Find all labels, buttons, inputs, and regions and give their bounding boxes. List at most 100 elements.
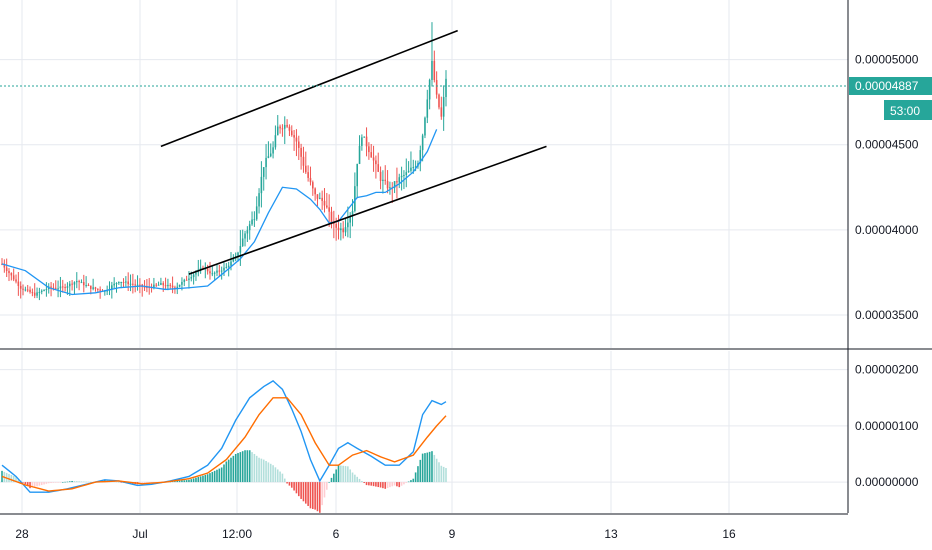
macd-histogram-bar [40,482,43,486]
macd-histogram-bar [347,466,349,483]
candle-body [363,136,366,138]
candle-body [442,97,445,117]
macd-histogram-bar [225,461,228,483]
candle-body [335,223,337,228]
candle-body [400,175,403,178]
candle-body [281,128,284,130]
candle-body [71,283,73,285]
macd-histogram-bar [442,466,445,483]
macd-histogram-bar [260,458,263,483]
macd-histogram-bar [419,459,422,483]
candle-body [365,136,368,147]
candle-body [398,177,401,183]
time-tick-label: 6 [333,527,340,541]
candle-body [85,285,87,287]
candle-body [340,228,342,231]
macd-histogram-bar [68,481,71,483]
macd-histogram-bar [382,482,384,489]
time-tick-label: Jul [132,527,147,541]
candle-body [290,130,293,136]
macd-histogram-bar [255,455,258,483]
macd-tick-label: 0.00000000 [855,475,919,489]
macd-histogram-bar [143,482,146,484]
candle-body [111,285,113,290]
macd-histogram-bar [391,482,394,487]
candle-body [232,258,235,262]
macd-histogram-bar [295,482,298,494]
candle-body [12,275,15,280]
candle-body [368,146,370,153]
macd-histogram-bar [300,482,302,499]
candle-body [120,282,122,284]
macd-histogram-bar [400,482,403,486]
macd-histogram-bar [185,480,188,483]
macd-histogram-bar [206,474,209,483]
macd-histogram-bar [246,450,249,483]
macd-histogram-bar [223,464,225,483]
macd-histogram-bar [389,482,391,488]
macd-histogram-bar [26,482,29,487]
macd-histogram-bar [253,453,256,483]
macd-histogram-bar [22,482,24,483]
macd-histogram-bar [192,478,195,483]
candle-body [122,282,125,284]
candle-body [438,94,440,108]
macd-histogram-bar [90,481,92,483]
candle-body [211,273,214,275]
macd-histogram-bar [209,473,211,483]
macd-histogram-bar [435,458,438,483]
macd-histogram-bar [75,481,78,483]
candle-body [328,207,330,212]
time-tick-label: 28 [15,527,29,541]
candle-body [31,292,34,294]
candle-body [155,284,158,286]
macd-histogram-bar [12,475,15,483]
candles [1,22,447,301]
candle-body [118,282,120,284]
macd-histogram-bar [211,471,214,483]
macd-histogram-bar [370,482,373,486]
macd-histogram-bar [328,482,330,483]
candle-body [129,283,132,285]
candle-body [274,135,277,148]
candle-body [405,172,408,175]
macd-histogram-bar [66,481,69,483]
candle-body [127,281,129,285]
macd-histogram-bar [239,452,242,483]
candle-body [19,285,22,289]
macd-histogram-bar [340,465,342,483]
macd-histogram-bar [309,482,312,509]
candle-body [26,289,29,291]
macd-histogram-bar [45,482,48,484]
macd-histogram-bar [52,482,55,483]
candle-body [3,263,6,268]
candle-body [237,252,239,257]
macd-histogram-bar [293,482,295,491]
candle-body [73,282,76,285]
macd-histogram-bar [237,453,239,483]
candle-body [253,219,256,221]
macd-histogram-bar [54,482,57,483]
macd-grid [0,351,848,513]
macd-histogram-bar [440,465,443,483]
price-grid [0,0,848,348]
candle-body [167,284,169,287]
last-price-badge: 0.00004887 [849,77,932,95]
macd-histogram-bar [10,474,13,483]
candle-body [78,281,80,283]
price-axis-labels: 0.00003500 0.00004000 0.00004500 0.00005000 [855,53,919,322]
candle-body [17,281,20,286]
price-tick-label: 0.00003500 [855,308,919,322]
macd-histogram-bar [403,482,405,485]
candle-body [272,147,274,154]
macd-histogram-bar [351,472,354,483]
macd-histogram-bar [85,481,87,483]
macd-histogram-bar [333,473,335,483]
macd-histogram-bar [421,453,424,483]
candle-body [279,126,281,129]
macd-histogram-bar [258,457,260,483]
price-tick-label: 0.00004000 [855,223,919,237]
candle-body [230,261,232,266]
macd-histogram-bar [174,481,176,483]
